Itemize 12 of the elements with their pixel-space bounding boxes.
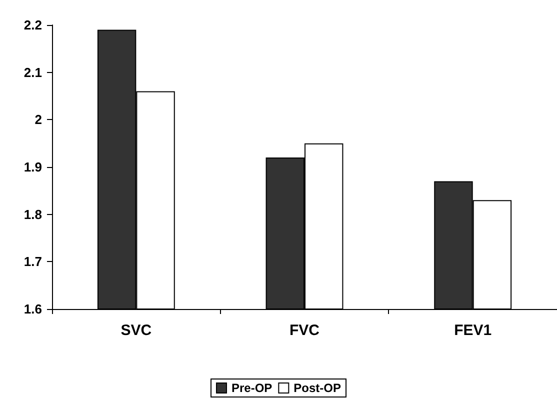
y-tick-label: 1.7 [24,254,42,270]
legend-label: Pre-OP [231,381,272,395]
y-tick-label: 2.1 [24,64,42,80]
x-tick-label: SVC [120,322,152,339]
y-tick-label: 1.8 [24,206,42,222]
x-tick-label: FEV1 [454,322,492,339]
y-tick-label: 1.6 [24,302,42,316]
legend-label: Post-OP [294,381,342,395]
y-tick-label: 2.2 [24,18,42,32]
x-tick-label: FVC [290,322,320,339]
y-tick-label: 1.9 [24,160,42,174]
y-tick-label: 2 [34,112,42,128]
